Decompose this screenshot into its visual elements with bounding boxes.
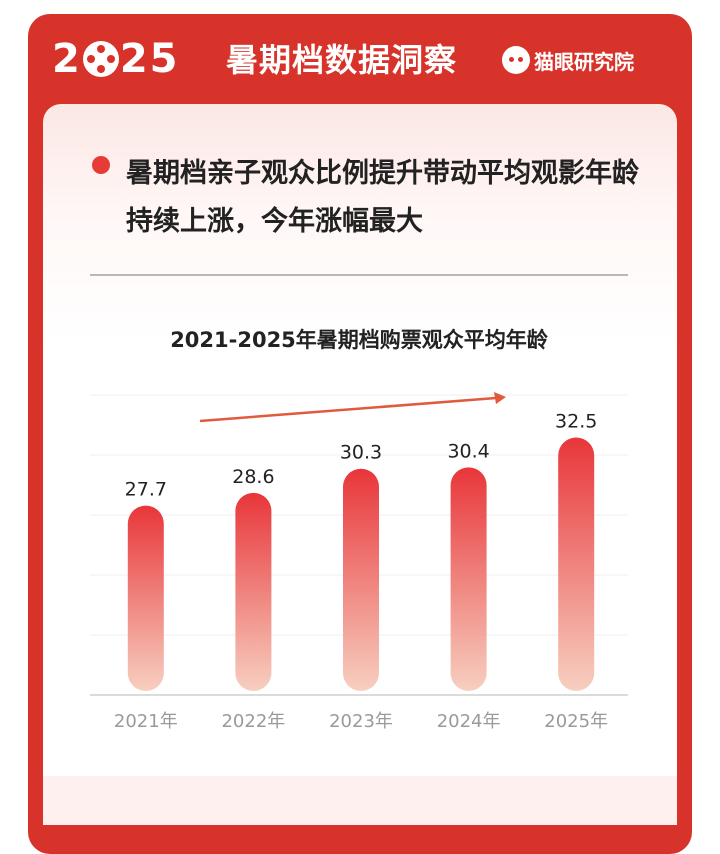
trend-arrow-head-icon — [494, 392, 506, 404]
x-tick-label: 2024年 — [437, 711, 501, 732]
x-tick-label: 2025年 — [544, 711, 608, 732]
report-year: 2 25 — [52, 36, 180, 82]
bar-2022年 — [235, 492, 272, 691]
bar-value-label: 27.7 — [125, 479, 167, 501]
bar-value-label: 32.5 — [555, 411, 597, 433]
bar-2021年 — [127, 505, 164, 691]
next-card-edge — [43, 776, 677, 825]
bar-2025年 — [558, 437, 595, 691]
brand-name: 猫眼研究院 — [534, 49, 634, 74]
x-tick-label: 2023年 — [329, 711, 393, 732]
bar-value-label: 28.6 — [232, 466, 274, 488]
x-tick-label: 2022年 — [221, 711, 285, 732]
brand: 猫眼研究院 — [502, 44, 634, 76]
chart-title: 2021-2025年暑期档购票观众平均年龄 — [170, 328, 548, 352]
trend-arrow-line — [199, 396, 497, 423]
cat-logo-icon — [502, 46, 530, 74]
bar-value-label: 30.4 — [447, 440, 489, 462]
bar-2024年 — [450, 467, 487, 691]
headline-bullet-icon — [92, 156, 110, 174]
year-digit-suffix: 25 — [119, 36, 180, 82]
year-digit-prefix: 2 — [52, 36, 82, 82]
x-tick-label: 2021年 — [114, 711, 178, 732]
bar-2023年 — [343, 468, 379, 691]
divider — [90, 274, 628, 276]
bar-chart: 27.7 28.6 30.3 30.4 32.5 2021年 2022年 2023年 2024… — [90, 392, 628, 732]
report-title: 暑期档数据洞察 — [226, 41, 458, 79]
headline: 暑期档亲子观众比例提升带动平均观影年龄持续上涨，今年涨幅最大 — [126, 158, 639, 237]
film-reel-icon — [82, 41, 119, 77]
bar-value-label: 30.3 — [340, 442, 382, 464]
